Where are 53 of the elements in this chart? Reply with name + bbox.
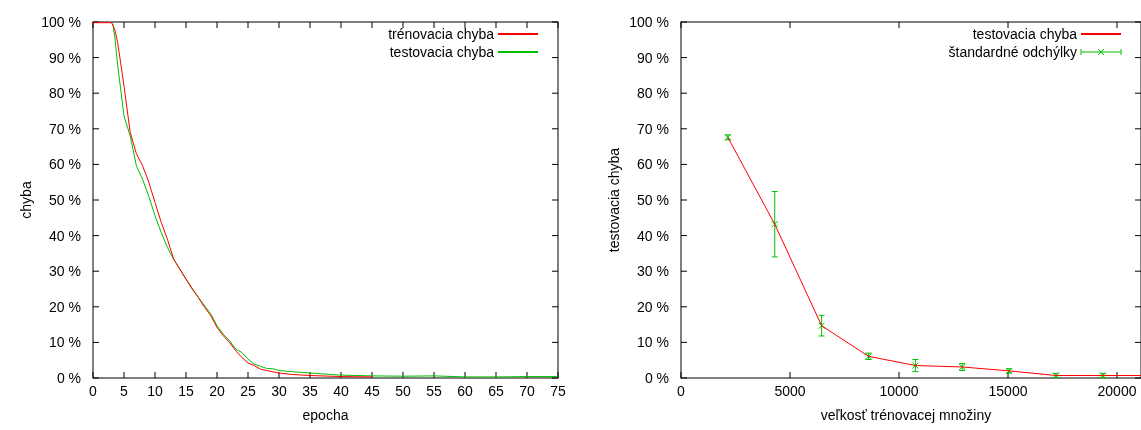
x-tick-label: 65 [488, 383, 504, 399]
y-tick-label: 100 % [41, 14, 81, 30]
x-tick-label: 20000 [1097, 383, 1137, 399]
x-tick-label: 75 [550, 383, 566, 399]
y-axis-title: testovacia chyba [606, 147, 622, 253]
x-tick-label: 35 [302, 383, 318, 399]
y-tick-label: 100 % [629, 14, 669, 30]
x-axis-title: veľkosť trénovacej množiny [820, 407, 992, 423]
y-tick-label: 60 % [637, 156, 669, 173]
y-tick-label: 80 % [49, 85, 81, 102]
y-tick-label: 30 % [49, 263, 81, 280]
x-tick-label: 40 [333, 383, 349, 399]
x-tick-label: 60 [457, 383, 473, 399]
x-tick-label: 20 [209, 383, 225, 399]
x-tick-label: 10 [147, 383, 163, 399]
y-tick-label: 40 % [637, 227, 669, 244]
legend-label: štandardné odchýlky [948, 44, 1077, 60]
y-tick-label: 20 % [637, 298, 669, 315]
x-tick-label: 70 [519, 383, 535, 399]
x-tick-label: 5000 [774, 383, 806, 399]
y-tick-label: 10 % [49, 334, 81, 351]
x-tick-label: 25 [240, 383, 256, 399]
y-tick-label: 50 % [49, 192, 81, 208]
point [911, 362, 919, 370]
x-tick-label: 0 [89, 383, 98, 399]
x-tick-label: 45 [364, 383, 380, 399]
y-tick-label: 20 % [49, 298, 81, 315]
y-tick-label: 70 % [637, 120, 669, 137]
y-tick-label: 0 % [56, 370, 81, 386]
y-tick-label: 30 % [637, 263, 669, 280]
x-tick-label: 0 [677, 383, 686, 399]
y-tick-label: 40 % [49, 227, 81, 244]
text: trénovacia chyba [388, 26, 495, 42]
y-tick-label: 70 % [49, 120, 81, 137]
x-tick-label: 50 [395, 383, 411, 399]
y-tick-label: 10 % [637, 334, 669, 351]
y-tick-label: 90 % [637, 49, 669, 66]
y-axis-title: chyba [18, 181, 34, 219]
x-axis-title: epocha [302, 407, 349, 423]
x-tick-label: 30 [271, 383, 287, 399]
legend-label: testovacia chyba [972, 26, 1078, 42]
x-tick-label: 15 [178, 383, 194, 399]
y-tick-label: 80 % [637, 85, 669, 102]
y-tick-label: 50 % [637, 192, 669, 208]
line-series [112, 23, 559, 378]
x-tick-label: 55 [426, 383, 442, 399]
legend-label: testovacia chyba [389, 44, 495, 60]
y-tick-label: 90 % [49, 49, 81, 66]
x-tick-label: 5 [120, 383, 129, 399]
y-tick-label: 60 % [49, 156, 81, 173]
y-tick-label: 0 % [644, 370, 669, 386]
x-tick-label: 15000 [988, 383, 1028, 399]
x-tick-label: 10000 [879, 383, 919, 399]
